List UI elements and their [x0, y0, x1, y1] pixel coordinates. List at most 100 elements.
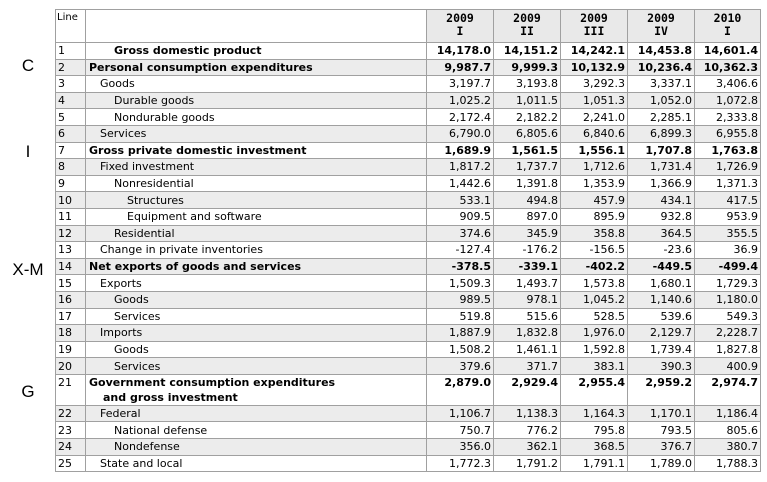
value-cell: 895.9	[560, 207, 628, 226]
value-cell: 1,561.5	[493, 141, 561, 160]
value-cell: 1,827.8	[694, 340, 761, 359]
table-row: 1 Gross domestic product 14,178.0 14,151.2…	[55, 42, 761, 60]
value-cell: 909.5	[426, 207, 494, 226]
table-row: 12 Residential 374.6 345.9 358.8 364.5 355.5	[55, 224, 761, 243]
value-cell: 953.9	[694, 207, 761, 226]
value-cell: 362.1	[493, 438, 561, 456]
value-cell: 2,333.8	[694, 108, 761, 126]
value-cell: 1,106.7	[426, 404, 494, 423]
row-label-cell: Goods	[85, 290, 427, 309]
value-cell: 1,789.0	[627, 454, 695, 473]
line-column-header: Line	[55, 9, 86, 43]
table-row: 23 National defense 750.7 776.2 795.8 793.5 8…	[55, 421, 761, 440]
value-cell: 3,337.1	[627, 75, 695, 93]
value-cell: 383.1	[560, 357, 628, 375]
line-number-cell: 2	[55, 58, 86, 77]
value-cell: 1,737.7	[493, 158, 561, 176]
value-cell: 6,805.6	[493, 124, 561, 143]
line-number-cell: 16	[55, 290, 86, 309]
value-cell: 374.6	[426, 224, 494, 243]
line-number-cell: 6	[55, 124, 86, 143]
value-cell: 1,680.1	[627, 274, 695, 292]
row-label-cell: Durable goods	[85, 91, 427, 110]
value-cell: 1,509.3	[426, 274, 494, 292]
line-number-cell: 13	[55, 241, 86, 259]
value-cell: 3,197.7	[426, 75, 494, 93]
table-row: 24 Nondefense 356.0 362.1 368.5 376.7 380.7	[55, 438, 761, 456]
value-cell: 2,955.4	[560, 373, 628, 406]
value-cell: 371.7	[493, 357, 561, 375]
line-number-cell: 18	[55, 324, 86, 342]
value-cell: 1,772.3	[426, 454, 494, 473]
line-number-cell: 5	[55, 108, 86, 126]
line-number-cell: 3	[55, 75, 86, 93]
row-label-cell: Goods	[85, 75, 427, 93]
description-column-header	[85, 9, 427, 43]
value-cell: -23.6	[627, 241, 695, 259]
line-number-cell: 17	[55, 307, 86, 326]
value-cell: -449.5	[627, 257, 695, 276]
side-label-c: C	[21, 56, 35, 75]
row-label-cell: Change in private inventories	[85, 241, 427, 259]
line-number-cell: 24	[55, 438, 86, 456]
value-cell: 1,186.4	[694, 404, 761, 423]
value-cell: 14,178.0	[426, 42, 494, 60]
row-label-cell: Services	[85, 124, 427, 143]
value-cell: 1,051.3	[560, 91, 628, 110]
table-row: 6 Services 6,790.0 6,805.6 6,840.6 6,899.3 6,…	[55, 124, 761, 143]
row-label-cell: Government consumption expenditures and g…	[85, 373, 427, 406]
value-cell: 1,170.1	[627, 404, 695, 423]
value-cell: 14,601.4	[694, 42, 761, 60]
value-cell: 1,763.8	[694, 141, 761, 160]
column-header: 2010 I	[694, 9, 761, 43]
value-cell: 539.6	[627, 307, 695, 326]
line-number-cell: 22	[55, 404, 86, 423]
value-cell: 1,739.4	[627, 340, 695, 359]
value-cell: 2,182.2	[493, 108, 561, 126]
value-cell: -127.4	[426, 241, 494, 259]
value-cell: 417.5	[694, 191, 761, 209]
table-row: 11 Equipment and software 909.5 897.0 895.9…	[55, 207, 761, 226]
value-cell: 368.5	[560, 438, 628, 456]
value-cell: 1,731.4	[627, 158, 695, 176]
value-cell: 533.1	[426, 191, 494, 209]
value-cell: 2,285.1	[627, 108, 695, 126]
value-cell: 6,840.6	[560, 124, 628, 143]
value-cell: 1,025.2	[426, 91, 494, 110]
column-header: 2009 I	[426, 9, 494, 43]
value-cell: 2,929.4	[493, 373, 561, 406]
value-cell: 10,132.9	[560, 58, 628, 77]
value-cell: 1,366.9	[627, 174, 695, 193]
side-label-xm: X-M	[12, 260, 44, 279]
value-cell: 6,790.0	[426, 124, 494, 143]
value-cell: 1,976.0	[560, 324, 628, 342]
row-label-cell: Structures	[85, 191, 427, 209]
value-cell: 515.6	[493, 307, 561, 326]
line-number-cell: 12	[55, 224, 86, 243]
row-label-cell: Services	[85, 357, 427, 375]
value-cell: 364.5	[627, 224, 695, 243]
value-cell: 795.8	[560, 421, 628, 440]
table-row: 8 Fixed investment 1,817.2 1,737.7 1,712.6 1…	[55, 158, 761, 176]
value-cell: 400.9	[694, 357, 761, 375]
value-cell: 1,887.9	[426, 324, 494, 342]
value-cell: -176.2	[493, 241, 561, 259]
value-cell: -402.2	[560, 257, 628, 276]
value-cell: 1,832.8	[493, 324, 561, 342]
line-number-cell: 15	[55, 274, 86, 292]
value-cell: 3,292.3	[560, 75, 628, 93]
value-cell: 457.9	[560, 191, 628, 209]
row-label-cell: Nondefense	[85, 438, 427, 456]
value-cell: 380.7	[694, 438, 761, 456]
value-cell: 2,879.0	[426, 373, 494, 406]
value-cell: 978.1	[493, 290, 561, 309]
value-cell: 10,362.3	[694, 58, 761, 77]
value-cell: 1,052.0	[627, 91, 695, 110]
value-cell: -499.4	[694, 257, 761, 276]
value-cell: 2,129.7	[627, 324, 695, 342]
value-cell: 356.0	[426, 438, 494, 456]
line-number-cell: 1	[55, 42, 86, 60]
header-row: Line 2009 I 2009 II 2009 III 2009 IV 2010 I	[55, 9, 761, 43]
value-cell: 390.3	[627, 357, 695, 375]
row-label-cell: Equipment and software	[85, 207, 427, 226]
